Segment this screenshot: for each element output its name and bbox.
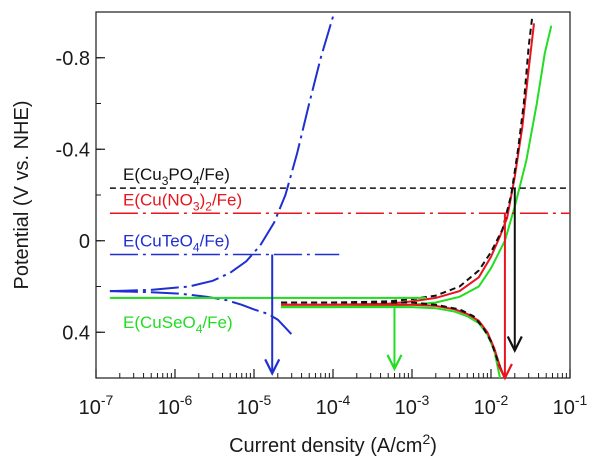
reference-lines-layer: E(Cu3PO4/Fe)E(Cu(NO3)2/Fe) E(CuTeO4/Fe) E(… — [109, 165, 570, 336]
reference-label-1: E(Cu(NO3)2/Fe) — [123, 190, 242, 213]
y-tick-label-3: 0.4 — [62, 322, 90, 344]
x-tick-label-4: 10-3 — [395, 392, 430, 419]
arrow-head-3 — [506, 336, 523, 354]
x-tick-label-1: 10-6 — [158, 392, 193, 419]
reference-label-0: E(Cu3PO4/Fe) — [123, 165, 230, 188]
reference-label-3: E(CuSeO4/Fe) — [123, 313, 233, 336]
series-line-6 — [281, 301, 504, 374]
x-tick-label-3: 10-4 — [316, 392, 351, 419]
series-line-2 — [281, 306, 501, 379]
arrow-head-1 — [386, 354, 403, 372]
reference-label-2: E(CuTeO4/Fe) — [123, 231, 230, 254]
y-axis-title: Potential (V vs. NHE) — [11, 101, 33, 290]
arrow-head-2 — [496, 363, 513, 381]
axis-ticks-layer — [95, 11, 571, 379]
x-tick-label-2: 10-5 — [237, 392, 272, 419]
x-axis-title: Current density (A/cm2) — [229, 431, 437, 457]
arrows-layer — [264, 188, 523, 381]
series-line-3 — [281, 25, 553, 309]
series-line-0 — [109, 290, 293, 336]
arrow-head-0 — [264, 358, 281, 376]
x-tick-label-6: 10-1 — [553, 392, 588, 419]
x-tick-label-5: 10-2 — [474, 392, 509, 419]
y-tick-label-0: -0.8 — [56, 48, 90, 70]
y-tick-label-2: 0 — [79, 231, 90, 253]
y-tick-label-1: -0.4 — [56, 139, 90, 161]
series-line-1 — [109, 16, 334, 293]
axis-labels-layer: 10-7 10-6 10-5 10-4 10-3 10-2 10-1 -0.8 -0.4 0 0.4… — [11, 48, 588, 457]
x-tick-label-0: 10-7 — [79, 392, 114, 419]
series-line-7 — [281, 18, 533, 304]
